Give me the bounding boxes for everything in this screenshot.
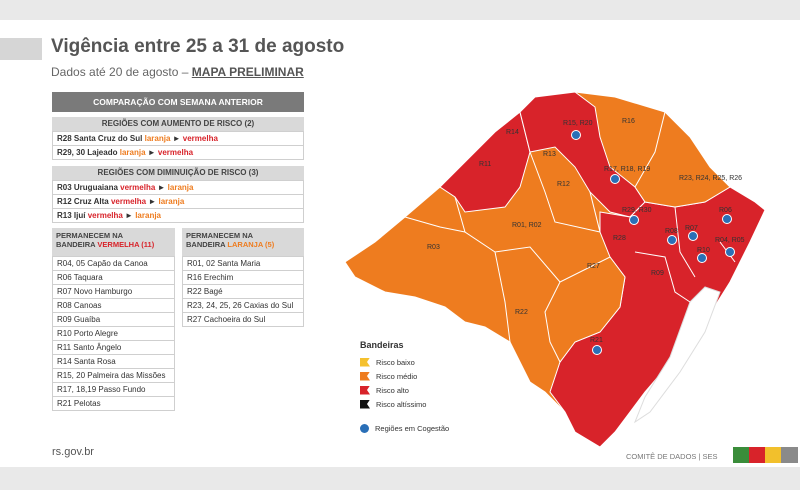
map-legend: Bandeiras Risco baixo Risco médio Risco … [360, 340, 449, 435]
stay-red-title: PERMANECEM NA BANDEIRA VERMELHA (11) [52, 228, 175, 256]
map-label: R11 [479, 161, 491, 168]
list-item: R23, 24, 25, 26 Caxias do Sul [182, 299, 304, 313]
decrease-row: R03 Uruguaiana vermelha ► laranja [52, 181, 304, 195]
cogestao-icon [571, 130, 581, 140]
map-label: R28 [613, 235, 626, 242]
cogestao-icon [725, 247, 735, 257]
legend-title: Bandeiras [360, 340, 404, 350]
map-label: R17, R18, R19 [604, 166, 650, 173]
map-label: R10 [697, 247, 710, 254]
map-label: R27 [587, 263, 600, 270]
legend-cogestao: Regiões em Cogestão [360, 421, 449, 435]
legend-item: Risco baixo [360, 355, 449, 369]
cogestao-icon [722, 214, 732, 224]
list-item: R06 Taquara [52, 271, 175, 285]
map-label: R23, R24, R25, R26 [679, 175, 742, 182]
flag-icon [360, 357, 370, 367]
map-label: R09 [651, 270, 664, 277]
list-item: R21 Pelotas [52, 397, 175, 411]
cogestao-markers [571, 130, 735, 355]
increase-row: R28 Santa Cruz do Sul laranja ► vermelha [52, 132, 304, 146]
list-item: R08 Canoas [52, 299, 175, 313]
map-label: R16 [622, 118, 635, 125]
list-item: R17, 18,19 Passo Fundo [52, 383, 175, 397]
list-item: R11 Santo Ângelo [52, 341, 175, 355]
legend-item: Risco altíssimo [360, 397, 449, 411]
region-caxias-orange [634, 111, 731, 208]
list-item: R16 Erechim [182, 271, 304, 285]
map-label: R08 [665, 228, 678, 235]
cogestao-icon [592, 345, 602, 355]
legend-item: Risco alto [360, 383, 449, 397]
map-label: R13 [543, 151, 556, 158]
brand-square-yellow [765, 447, 781, 463]
map-label: R29, R30 [622, 207, 652, 214]
map-label: R22 [515, 309, 528, 316]
decrease-row: R13 Ijuí vermelha ► laranja [52, 209, 304, 223]
list-item: R22 Bagé [182, 285, 304, 299]
map-label: R06 [719, 207, 732, 214]
map-label: R04, R05 [715, 237, 745, 244]
decrease-title: REGIÕES COM DIMINUIÇÃO DE RISCO (3) [52, 166, 304, 180]
committee-label: COMITÊ DE DADOS | SES [626, 452, 718, 461]
brand-square-gray [781, 447, 798, 463]
comparison-panel: COMPARAÇÃO COM SEMANA ANTERIOR REGIÕES C… [52, 92, 304, 223]
map-label: R21 [590, 337, 603, 344]
slide: Vigência entre 25 a 31 de agosto Dados a… [0, 20, 800, 467]
list-item: R04, 05 Capão da Canoa [52, 257, 175, 271]
decrease-row: R12 Cruz Alta vermelha ► laranja [52, 195, 304, 209]
comparison-title: COMPARAÇÃO COM SEMANA ANTERIOR [52, 92, 304, 112]
region-borders [404, 151, 736, 343]
map-label: R01, R02 [512, 222, 542, 229]
rs-region-map: R14 R15, R20 R16 R13 R11 R17, R18, R19 R… [345, 92, 766, 448]
preliminary-map-link[interactable]: MAPA PRELIMINAR [191, 65, 304, 79]
flag-icon [360, 385, 370, 395]
map-label: R14 [506, 129, 519, 136]
site-url[interactable]: rs.gov.br [52, 446, 94, 458]
flag-icon [360, 371, 370, 381]
lagoon [633, 286, 721, 424]
stay-orange-title: PERMANECEM NA BANDEIRA LARANJA (5) [182, 228, 304, 256]
region-r14-r11 [439, 111, 531, 213]
legend-item: Risco médio [360, 369, 449, 383]
cogestao-icon [667, 235, 677, 245]
top-margin [0, 0, 800, 20]
increase-row: R29, 30 Lajeado laranja ► vermelha [52, 146, 304, 160]
list-item: R01, 02 Santa Maria [182, 257, 304, 271]
list-item: R14 Santa Rosa [52, 355, 175, 369]
cogestao-icon [697, 253, 707, 263]
list-item: R27 Cachoeira do Sul [182, 313, 304, 327]
brand-square-red [749, 447, 765, 463]
stay-red-list: PERMANECEM NA BANDEIRA VERMELHA (11) R04… [52, 228, 175, 411]
cogestao-icon [360, 423, 369, 433]
cogestao-icon [629, 215, 639, 225]
map-label: R03 [427, 244, 440, 251]
brand-square-green [733, 447, 749, 463]
map-label: R15, R20 [563, 120, 593, 127]
map-label: R07 [685, 225, 698, 232]
page-subtitle: Dados até 20 de agosto – MAPA PRELIMINAR [51, 65, 304, 79]
stay-orange-list: PERMANECEM NA BANDEIRA LARANJA (5) R01, … [182, 228, 304, 327]
increase-title: REGIÕES COM AUMENTO DE RISCO (2) [52, 117, 304, 131]
map-label: R12 [557, 181, 570, 188]
region-r27-orange [544, 256, 626, 363]
title-accent [0, 38, 42, 60]
cogestao-icon [688, 231, 698, 241]
cogestao-icon [610, 174, 620, 184]
subtitle-date: Dados até 20 de agosto – [51, 65, 189, 79]
flag-icon [360, 399, 370, 409]
list-item: R15, 20 Palmeira das Missões [52, 369, 175, 383]
list-item: R09 Guaíba [52, 313, 175, 327]
list-item: R10 Porto Alegre [52, 327, 175, 341]
region-labels: R14 R15, R20 R16 R13 R11 R17, R18, R19 R… [427, 118, 745, 344]
list-item: R07 Novo Hamburgo [52, 285, 175, 299]
bottom-margin [0, 467, 800, 490]
page-title: Vigência entre 25 a 31 de agosto [51, 36, 345, 57]
